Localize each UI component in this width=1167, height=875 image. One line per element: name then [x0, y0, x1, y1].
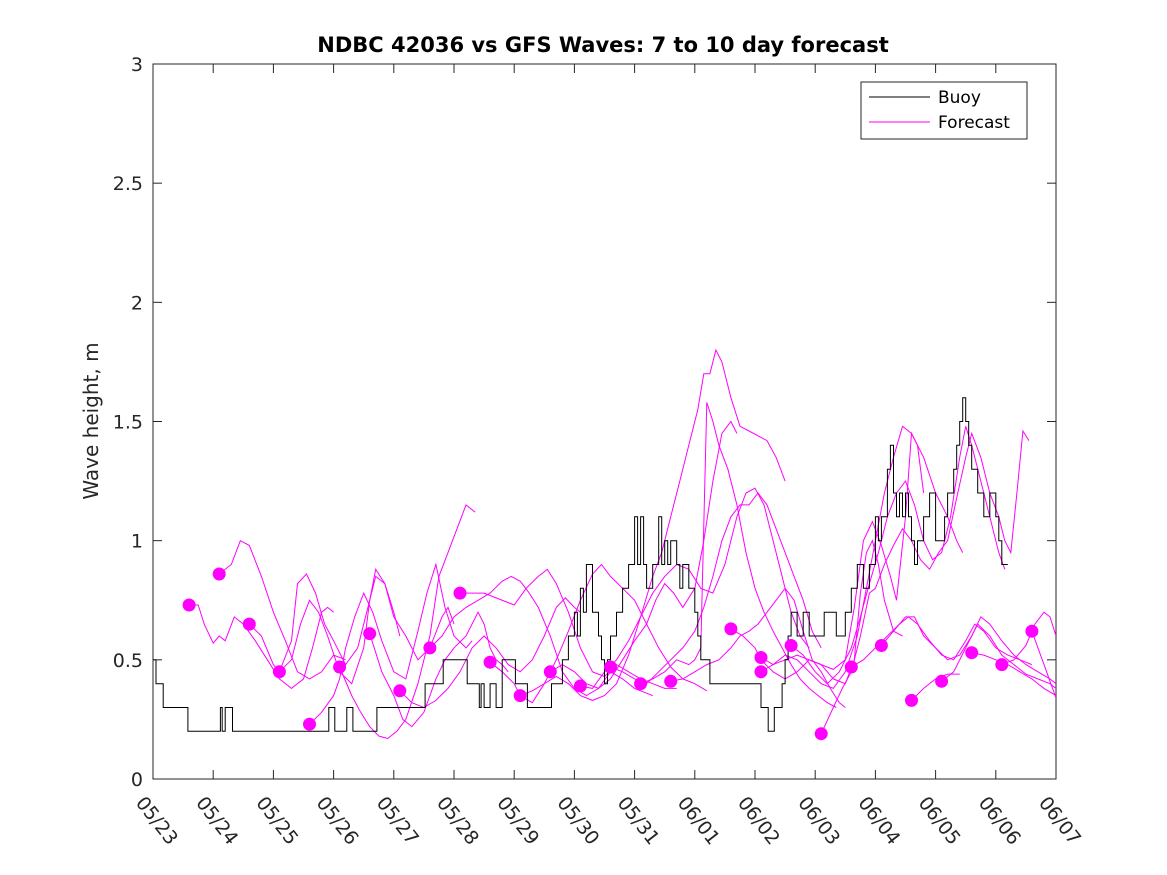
forecast-start-marker [453, 586, 467, 600]
forecast-start-marker [965, 646, 979, 660]
y-tick-label: 2 [131, 292, 143, 314]
forecast-start-marker [664, 674, 678, 688]
forecast-line [339, 504, 476, 740]
forecast-start-marker [935, 674, 949, 688]
forecast-line [820, 429, 1030, 734]
forecast-line [429, 575, 653, 697]
forecast-line [218, 539, 346, 680]
forecast-start-marker [754, 665, 768, 679]
forecast-start-marker [513, 689, 527, 703]
legend-forecast-label: Forecast [938, 113, 1010, 133]
forecast-line [610, 492, 822, 685]
forecast-start-marker [333, 660, 347, 674]
buoy-line [153, 397, 1008, 732]
legend-box [860, 81, 1028, 140]
y-tick-label: 1.5 [113, 412, 143, 434]
forecast-markers [182, 567, 1039, 741]
forecast-start-marker [724, 622, 738, 636]
forecast-line [1001, 611, 1056, 666]
forecast-line [640, 402, 837, 708]
y-tick-label: 1 [131, 531, 143, 553]
forecast-line [670, 587, 846, 708]
forecast-line [790, 426, 1006, 685]
forecast-start-marker [303, 717, 316, 731]
y-tick-label: 3 [131, 54, 143, 76]
forecast-line [971, 652, 1056, 697]
forecast-start-marker [634, 677, 648, 691]
forecast-start-marker [393, 684, 407, 698]
forecast-start-marker [905, 693, 918, 707]
chart-title: NDBC 42036 vs GFS Waves: 7 to 10 day for… [317, 33, 888, 57]
forecast-start-marker [754, 651, 768, 664]
forecast-line [189, 604, 334, 690]
forecast-start-marker [874, 639, 888, 652]
forecast-start-marker [814, 727, 828, 741]
forecast-start-marker [784, 639, 798, 652]
legend: Buoy Forecast [860, 81, 1028, 140]
forecast-start-marker [363, 627, 377, 641]
forecast-start-marker [423, 641, 437, 655]
forecast-start-marker [543, 665, 557, 679]
forecast-start-marker [604, 660, 617, 674]
forecast-start-marker [182, 598, 196, 612]
forecast-line [309, 562, 473, 725]
forecast-start-marker [844, 660, 858, 674]
plot-series-group [153, 348, 1056, 741]
forecast-line [399, 597, 581, 709]
forecast-start-marker [483, 655, 497, 669]
y-tick-label: 0.5 [113, 650, 143, 672]
forecast-start-marker [573, 679, 587, 693]
forecast-start-marker [1025, 624, 1039, 638]
y-tick-label: 0 [131, 769, 143, 791]
buoy-line-group [153, 397, 1008, 732]
forecast-start-marker [242, 617, 256, 631]
y-axis: 0 0.5 1 1.5 2 2.5 3 [113, 54, 1056, 791]
forecast-line [941, 623, 1056, 689]
legend-buoy-label: Buoy [938, 88, 981, 108]
forecast-start-marker [212, 567, 226, 581]
y-tick-label: 2.5 [113, 173, 143, 195]
forecast-start-marker [272, 665, 286, 679]
forecast-line [520, 348, 786, 701]
y-axis-label: Wave height, m [79, 342, 103, 499]
forecast-start-marker [995, 658, 1009, 672]
forecast-line [1031, 631, 1056, 699]
forecast-line [760, 431, 925, 670]
forecast-line [580, 487, 810, 689]
